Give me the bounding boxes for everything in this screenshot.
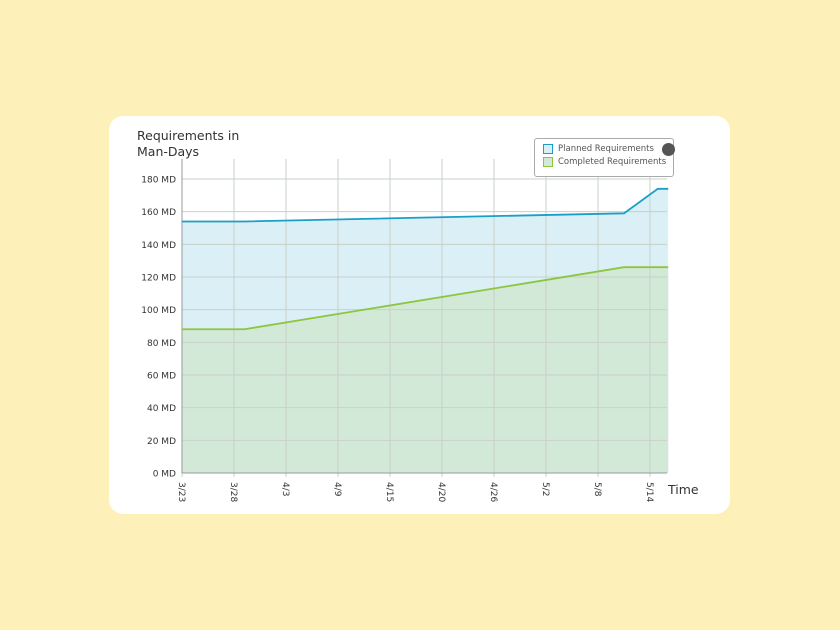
- series-line-1: [182, 266, 669, 331]
- y-tick-label: 140 MD: [141, 241, 176, 251]
- y-tick-label: 80 MD: [147, 339, 176, 349]
- completed-swatch: [543, 157, 553, 167]
- y-tick-label: 180 MD: [141, 176, 176, 186]
- y-tick-label: 120 MD: [141, 274, 176, 284]
- chart-options-icon[interactable]: [662, 143, 675, 156]
- legend-label: Planned Requirements: [558, 144, 654, 154]
- planned-swatch: [543, 144, 553, 154]
- legend: Planned Requirements Completed Requireme…: [534, 138, 675, 177]
- x-tick-label: 5/2: [540, 482, 550, 496]
- y-tick-label: 60 MD: [147, 372, 176, 382]
- y-tick-label: 40 MD: [147, 404, 176, 414]
- y-tick-label: 20 MD: [147, 437, 176, 447]
- legend-item-completed[interactable]: Completed Requirements: [543, 157, 666, 167]
- x-tick-label: 4/26: [488, 482, 498, 502]
- x-tick-label: 4/20: [436, 482, 446, 502]
- y-tick-label: 0 MD: [153, 470, 176, 480]
- y-axis-title: Requirements in Man-Days: [137, 128, 240, 159]
- legend-item-planned[interactable]: Planned Requirements: [543, 144, 654, 154]
- x-tick-label: 5/8: [592, 482, 602, 497]
- series-line-0: [182, 187, 669, 223]
- legend-label: Completed Requirements: [558, 157, 667, 167]
- x-tick-label: 4/9: [332, 482, 342, 497]
- series-area-1: [182, 267, 669, 473]
- y-tick-label: 160 MD: [141, 208, 176, 218]
- x-tick-label: 3/23: [176, 482, 186, 502]
- y-tick-label: 100 MD: [141, 306, 176, 316]
- x-axis-title: Time: [667, 482, 699, 497]
- x-tick-label: 4/3: [280, 482, 290, 496]
- x-tick-label: 5/14: [644, 482, 654, 502]
- x-tick-label: 3/28: [228, 482, 238, 502]
- x-tick-label: 4/15: [384, 482, 394, 502]
